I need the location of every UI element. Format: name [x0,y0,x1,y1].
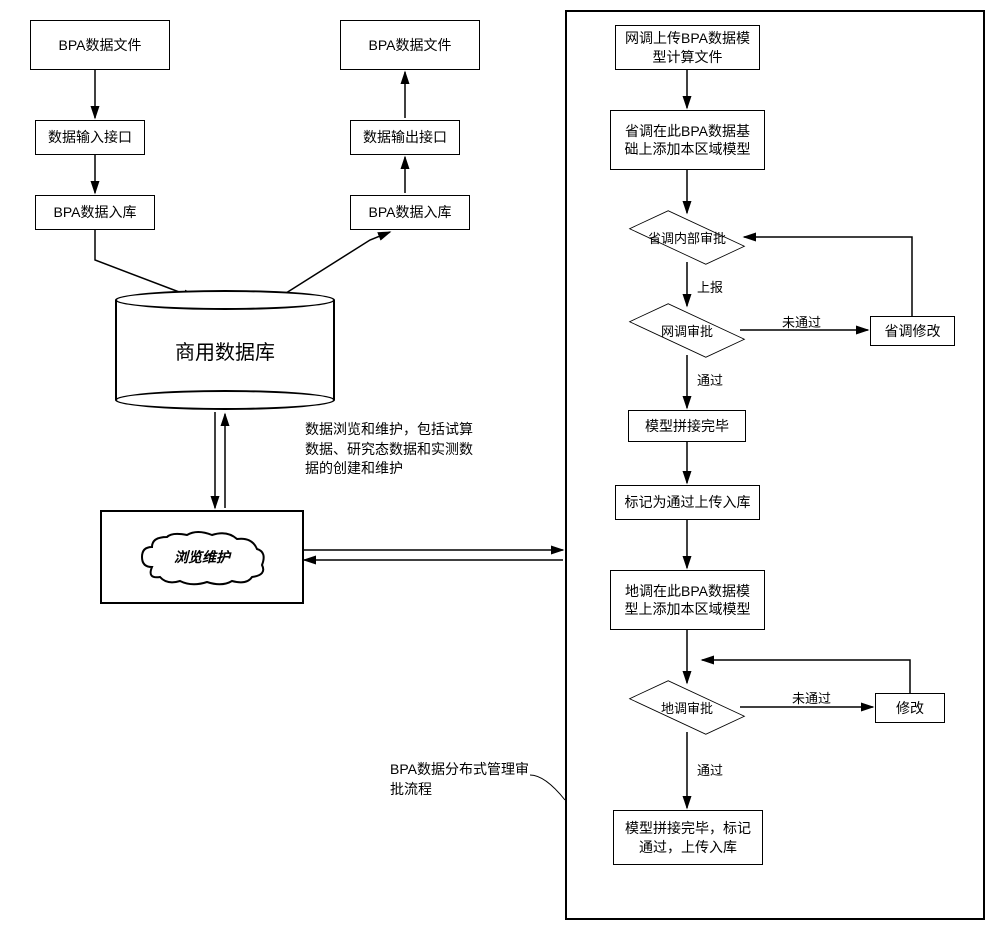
step2-box: 省调在此BPA数据基础上添加本区域模型 [610,110,765,170]
decision2-label: 网调审批 [661,321,713,340]
step1-label: 网调上传BPA数据模型计算文件 [624,29,751,65]
step6-box: 模型拼接完毕，标记通过，上传入库 [613,810,763,865]
step5-label: 地调在此BPA数据模型上添加本区域模型 [619,582,756,618]
modify2-label: 修改 [896,699,924,717]
decision3-diamond: 地调审批 [632,680,742,735]
edge-submit: 上报 [695,277,725,296]
bpa-data-in-label: BPA数据入库 [54,203,137,221]
edge-fail-1: 未通过 [780,312,823,331]
bpa-data-out-box: BPA数据入库 [350,195,470,230]
modify1-box: 省调修改 [870,316,955,346]
step2-label: 省调在此BPA数据基础上添加本区域模型 [619,122,756,158]
edge-pass-2: 通过 [695,760,725,779]
edge-pass-1: 通过 [695,370,725,389]
edge-fail-2: 未通过 [790,688,833,707]
step3-label: 模型拼接完毕 [645,417,729,435]
bpa-data-in-box: BPA数据入库 [35,195,155,230]
frame-caption: BPA数据分布式管理审批流程 [390,760,540,799]
bpa-file-in-box: BPA数据文件 [30,20,170,70]
database-cylinder: 商用数据库 [115,290,335,410]
browse-cloud-label: 浏览维护 [174,547,230,567]
step4-box: 标记为通过上传入库 [615,485,760,520]
decision2-diamond: 网调审批 [632,303,742,358]
browse-cloud: 浏览维护 [132,527,272,587]
bpa-file-out-label: BPA数据文件 [369,36,452,54]
frame-caption-text: BPA数据分布式管理审批流程 [390,761,529,797]
database-label: 商用数据库 [175,336,275,365]
step6-label: 模型拼接完毕，标记通过，上传入库 [622,819,754,855]
data-input-interface-label: 数据输入接口 [48,128,132,146]
bpa-file-in-label: BPA数据文件 [59,36,142,54]
decision3-label: 地调审批 [661,698,713,717]
bpa-data-out-label: BPA数据入库 [369,203,452,221]
data-output-interface-label: 数据输出接口 [363,128,447,146]
step3-box: 模型拼接完毕 [628,410,746,442]
browse-note-text: 数据浏览和维护，包括试算数据、研究态数据和实测数据的创建和维护 [305,421,473,476]
bpa-file-out-box: BPA数据文件 [340,20,480,70]
step1-box: 网调上传BPA数据模型计算文件 [615,25,760,70]
step4-label: 标记为通过上传入库 [625,493,751,511]
browse-note: 数据浏览和维护，包括试算数据、研究态数据和实测数据的创建和维护 [305,420,485,479]
data-input-interface-box: 数据输入接口 [35,120,145,155]
decision1-diamond: 省调内部审批 [632,210,742,265]
modify1-label: 省调修改 [885,322,941,340]
data-output-interface-box: 数据输出接口 [350,120,460,155]
step5-box: 地调在此BPA数据模型上添加本区域模型 [610,570,765,630]
decision1-label: 省调内部审批 [648,228,726,247]
modify2-box: 修改 [875,693,945,723]
browse-maintain-frame: 浏览维护 [100,510,304,604]
